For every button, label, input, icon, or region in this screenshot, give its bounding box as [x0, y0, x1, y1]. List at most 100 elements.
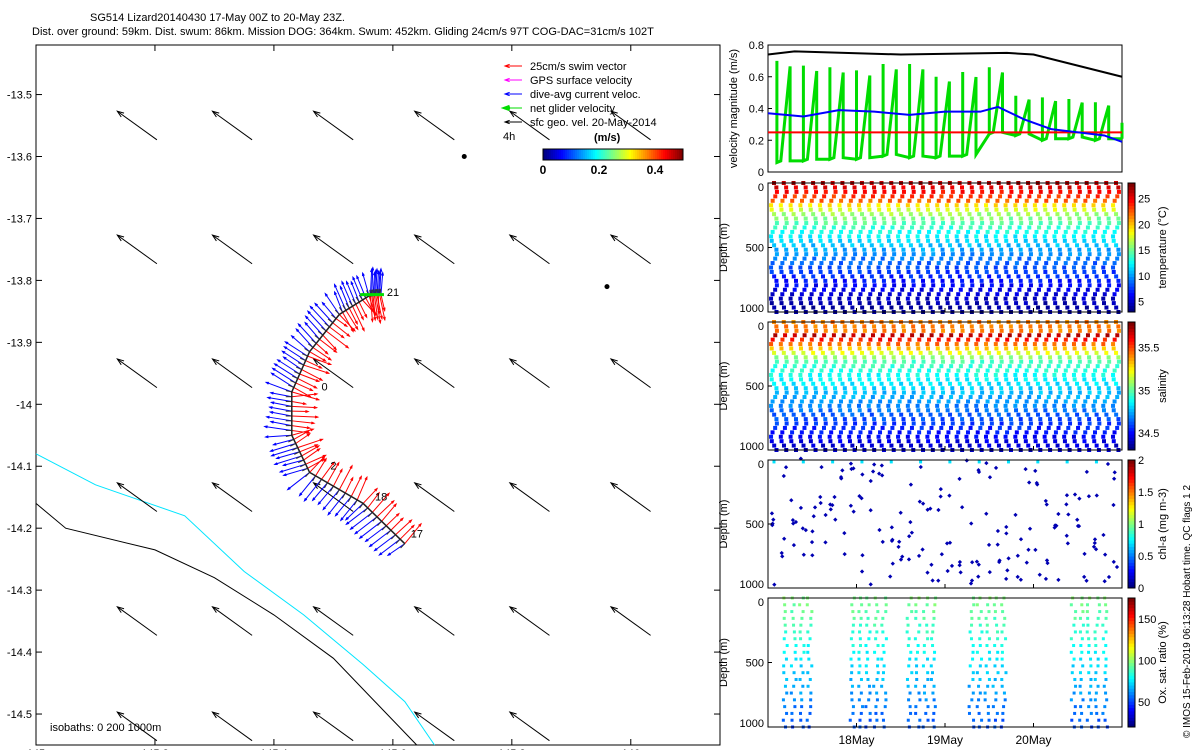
section-point [905, 203, 910, 208]
section-point [848, 198, 853, 203]
section-point [891, 355, 896, 360]
section-point [940, 355, 945, 360]
section-point [914, 684, 918, 688]
section-point [1116, 359, 1121, 364]
section-point [993, 265, 998, 270]
net-velocity-series-segment [908, 64, 937, 160]
section-point [851, 225, 856, 230]
section-point [899, 212, 904, 217]
section-point [1008, 417, 1013, 422]
section-point [852, 216, 857, 221]
section-point [833, 278, 838, 283]
dive-avg-current-vector [373, 534, 396, 552]
section-point [843, 328, 848, 333]
section-point [1062, 434, 1067, 439]
section-point [1077, 355, 1082, 360]
section-point [1101, 346, 1106, 351]
section-point [897, 292, 902, 297]
section-point [1063, 430, 1068, 435]
section-point [931, 390, 936, 395]
section-point [769, 203, 774, 208]
colorbar-tick-label: 0 [540, 163, 547, 177]
section-point [948, 412, 953, 417]
section-point [978, 287, 983, 292]
section-point [935, 342, 940, 347]
section-point [956, 292, 961, 297]
section-point [1042, 265, 1047, 270]
section-point [1032, 234, 1037, 239]
section-point [965, 430, 970, 435]
section-point [978, 637, 982, 641]
dive-avg-current-vector [304, 315, 324, 336]
section-point [926, 399, 931, 404]
section-point [964, 372, 969, 377]
section-point [841, 425, 846, 430]
section-point [886, 234, 891, 239]
section-point [1063, 261, 1068, 266]
section-point [880, 287, 885, 292]
section-point [798, 234, 803, 239]
section-point [870, 194, 875, 199]
section-point [967, 350, 972, 355]
surface-velocity-arrow [508, 234, 550, 265]
section-point [1001, 711, 1005, 715]
section-point [964, 265, 969, 270]
section-point [999, 247, 1004, 252]
colorbar-tick-label: 15 [1138, 245, 1150, 257]
section-point [804, 390, 809, 395]
section-point [1015, 553, 1020, 558]
section-point [892, 359, 897, 364]
section-point [1075, 412, 1080, 417]
section-point [1062, 403, 1067, 408]
dive-avg-current-vector [386, 543, 406, 557]
section-point [850, 350, 855, 355]
section-point [939, 364, 944, 369]
section-point [823, 247, 828, 252]
section-point [802, 644, 806, 648]
section-point [839, 337, 844, 342]
section-point [1052, 203, 1057, 208]
section-point [774, 328, 779, 333]
map-ytick-label: -13.7 [7, 213, 32, 225]
section-point [877, 527, 882, 533]
section-point [886, 207, 891, 212]
section-point [773, 225, 778, 230]
section-point [791, 381, 796, 386]
section-point [1073, 677, 1077, 681]
section-point [1066, 194, 1071, 199]
section-point [947, 350, 952, 355]
section-point [838, 301, 843, 306]
section-point [1098, 610, 1102, 614]
section-point [930, 386, 935, 391]
section-point [772, 350, 777, 355]
surface-velocity-arrow [609, 482, 651, 512]
section-point [856, 434, 861, 439]
section-point [957, 443, 962, 448]
section-point [911, 386, 916, 391]
section-point [780, 368, 785, 373]
section-point [977, 305, 982, 310]
section-point [996, 650, 1000, 654]
section-point [1028, 324, 1033, 329]
section-point [880, 711, 884, 715]
section-point [896, 346, 901, 351]
section-point [970, 560, 975, 565]
section-point [936, 430, 941, 435]
section-point [1072, 238, 1077, 243]
section-point [986, 684, 990, 688]
section-point [916, 553, 922, 558]
section-point [1091, 544, 1097, 549]
section-point [969, 386, 974, 391]
section-point [929, 364, 934, 369]
swim-vector [390, 517, 404, 531]
section-point [906, 269, 911, 274]
section-point [818, 494, 823, 500]
section-point [916, 269, 921, 274]
section-point [1038, 216, 1043, 221]
figure-title: SG514 Lizard20140430 17-May 00Z to 20-Ma… [90, 12, 345, 24]
section-point [862, 417, 867, 422]
section-point [919, 225, 924, 230]
section-point [917, 337, 922, 342]
section-point [882, 664, 886, 668]
section-point [941, 221, 946, 226]
